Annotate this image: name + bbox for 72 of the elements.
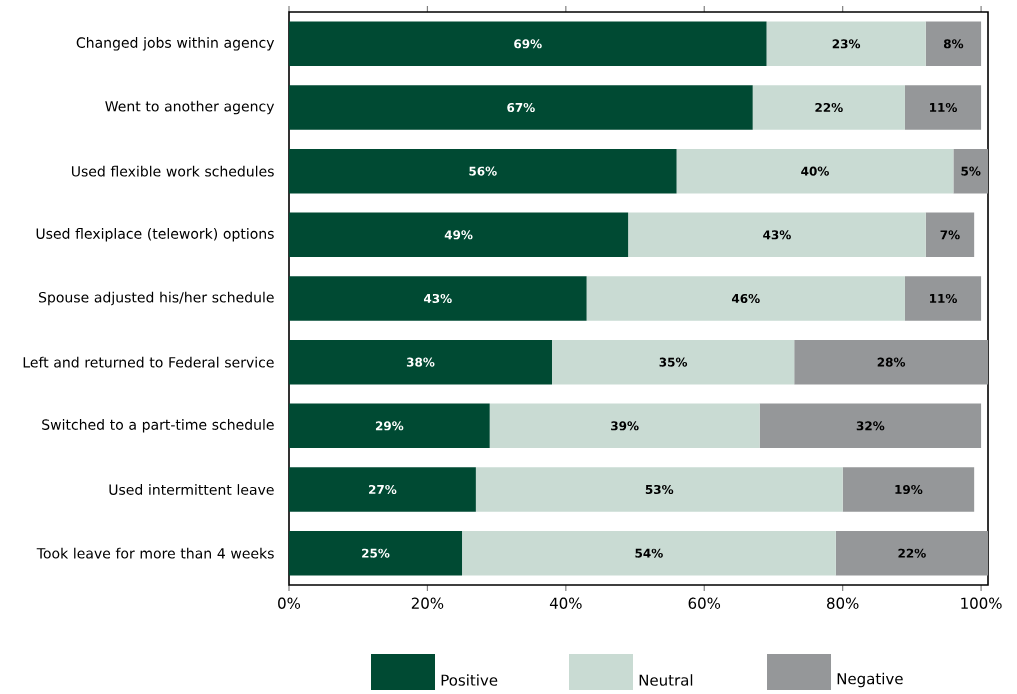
bar	[489, 403, 760, 449]
data-label: 46%	[731, 293, 760, 304]
data-label: 32%	[856, 421, 885, 431]
bar	[676, 148, 954, 194]
bar	[794, 339, 989, 385]
bar	[289, 148, 677, 194]
x-tick-label: 40%	[549, 597, 582, 609]
data-label: 38%	[406, 357, 435, 367]
data-label: 11%	[930, 102, 958, 113]
x-tick-label: 20%	[411, 597, 444, 609]
legend-label: Positive	[441, 674, 498, 686]
bar	[835, 530, 989, 576]
y-tick-label: Went to another agency	[105, 100, 275, 115]
data-label: 35%	[659, 357, 688, 367]
bar	[953, 148, 989, 194]
data-label: 69%	[514, 39, 542, 49]
data-label: 39%	[611, 421, 639, 431]
data-label: 22%	[815, 102, 843, 113]
bar	[766, 21, 926, 67]
bar	[925, 21, 982, 67]
bar	[904, 85, 982, 130]
y-tick-label: Used flexible work schedules	[71, 165, 274, 177]
data-label: 43%	[423, 293, 452, 304]
data-label: 7%	[940, 230, 960, 240]
bar	[289, 21, 767, 67]
legend-label: Negative	[837, 672, 903, 688]
data-label: 53%	[645, 484, 674, 495]
bar	[289, 530, 463, 576]
data-label: 25%	[362, 548, 390, 558]
data-label: 43%	[763, 230, 791, 240]
y-tick-label: Used intermittent leave	[109, 484, 274, 495]
bar	[752, 85, 905, 130]
bar	[586, 276, 905, 321]
legend-label: Neutral	[639, 674, 693, 686]
data-label: 23%	[832, 39, 861, 49]
bar	[842, 467, 975, 512]
data-label: 29%	[375, 421, 404, 431]
y-tick-label: Spouse adjusted his/her schedule	[39, 291, 274, 306]
data-label: 56%	[469, 166, 497, 176]
data-label: 11%	[930, 293, 958, 304]
bar	[925, 212, 975, 258]
bar	[289, 467, 476, 512]
data-label: 19%	[895, 484, 923, 495]
x-tick-label: 80%	[827, 597, 859, 609]
data-label: 28%	[877, 357, 906, 367]
data-label: 8%	[943, 39, 964, 49]
y-tick-label: Switched to a part-time schedule	[42, 419, 274, 433]
data-label: 67%	[507, 102, 535, 113]
data-label: 49%	[444, 230, 473, 240]
data-label: 40%	[801, 166, 829, 176]
data-label: 22%	[898, 548, 926, 558]
bar	[289, 339, 552, 385]
bar	[462, 530, 836, 576]
x-tick-label: 0%	[278, 597, 301, 609]
bar	[759, 403, 982, 449]
y-tick-label: Used flexiplace (telework) options	[36, 228, 274, 242]
x-tick-label: 100%	[961, 597, 1002, 609]
bar	[475, 467, 843, 512]
bar	[628, 212, 926, 258]
bar	[904, 276, 982, 321]
x-tick-label: 60%	[688, 597, 721, 609]
y-tick-label: Left and returned to Federal service	[23, 356, 274, 368]
data-label: 54%	[635, 548, 663, 558]
bar	[551, 339, 795, 385]
y-tick-label: Took leave for more than 4 weeks	[36, 547, 274, 559]
y-tick-label: Changed jobs within agency	[76, 37, 275, 51]
data-label: 27%	[369, 484, 397, 495]
bar	[289, 85, 753, 130]
data-label: 5%	[961, 166, 981, 176]
bar	[289, 212, 629, 258]
bar	[289, 276, 587, 321]
bar	[289, 403, 490, 449]
